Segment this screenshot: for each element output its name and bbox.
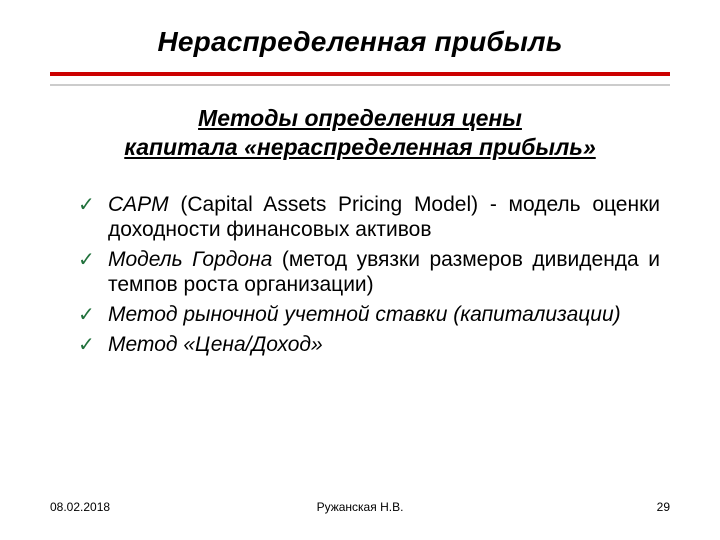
list-item-emph: Метод рыночной учетной ставки (капитализ… bbox=[108, 303, 621, 326]
checkmark-icon: ✓ bbox=[78, 333, 95, 357]
list-item-emph: CAPM bbox=[108, 193, 169, 216]
list-item-emph: Метод «Цена/Доход» bbox=[108, 333, 323, 356]
list-item: ✓ Метод «Цена/Доход» bbox=[108, 332, 660, 358]
list-item-rest: (Capital Assets Pricing Model) - модель … bbox=[108, 193, 660, 242]
horizontal-rule-shadow bbox=[50, 84, 670, 86]
list-item: ✓ Метод рыночной учетной ставки (капитал… bbox=[108, 302, 660, 328]
footer-author: Ружанская Н.В. bbox=[50, 500, 670, 514]
subtitle-line-1: Методы определения цены bbox=[198, 105, 522, 131]
checkmark-icon: ✓ bbox=[78, 193, 95, 217]
footer-date: 08.02.2018 bbox=[50, 500, 110, 514]
list-item: ✓ CAPM (Capital Assets Pricing Model) - … bbox=[108, 192, 660, 243]
list-item: ✓ Модель Гордона (метод увязки размеров … bbox=[108, 247, 660, 298]
checkmark-icon: ✓ bbox=[78, 248, 95, 272]
list-item-emph: Модель Гордона bbox=[108, 248, 272, 271]
slide-subtitle: Методы определения цены капитала «нерасп… bbox=[60, 104, 660, 162]
horizontal-rule bbox=[50, 72, 670, 76]
slide-title: Нераспределенная прибыль bbox=[50, 26, 670, 58]
slide: Нераспределенная прибыль Методы определе… bbox=[0, 0, 720, 540]
footer-page-number: 29 bbox=[657, 500, 670, 514]
checkmark-icon: ✓ bbox=[78, 303, 95, 327]
bullet-list: ✓ CAPM (Capital Assets Pricing Model) - … bbox=[50, 192, 670, 358]
footer: 08.02.2018 Ружанская Н.В. 29 bbox=[50, 500, 670, 514]
subtitle-line-2: капитала «нераспределенная прибыль» bbox=[124, 134, 596, 160]
